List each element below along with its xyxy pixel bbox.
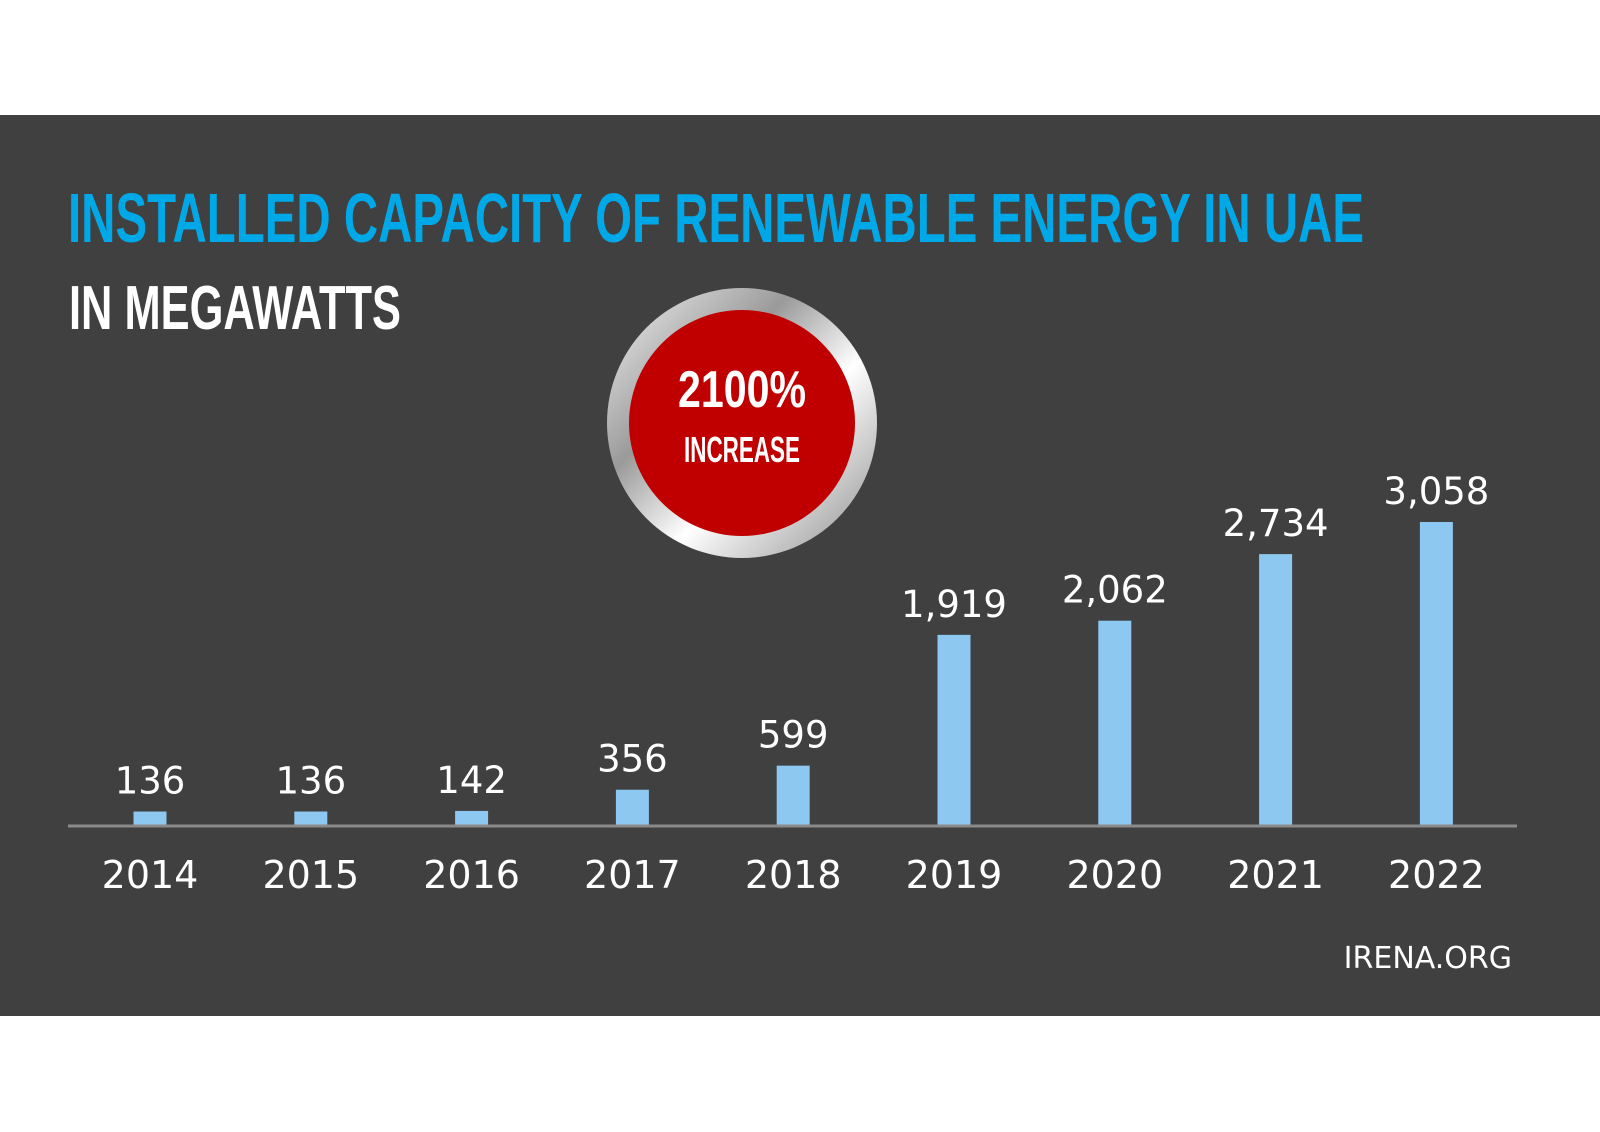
badge-circle: [629, 310, 855, 536]
data-label-2014: 136: [115, 760, 186, 803]
badge-value: 2100%: [678, 361, 806, 419]
x-tick-2020: 2020: [1066, 853, 1163, 897]
data-label-2021: 2,734: [1223, 502, 1329, 545]
bar-2021: [1259, 554, 1293, 825]
data-label-2016: 142: [436, 759, 507, 802]
data-label-2015: 136: [275, 760, 346, 803]
data-label-2019: 1,919: [901, 583, 1007, 626]
x-tick-2015: 2015: [262, 853, 359, 897]
bar-2016: [455, 810, 489, 825]
x-tick-2017: 2017: [584, 853, 681, 897]
x-tick-2021: 2021: [1227, 853, 1324, 897]
bar-2018: [776, 765, 810, 825]
increase-badge: 2100% INCREASE: [607, 288, 877, 558]
x-tick-2019: 2019: [906, 853, 1003, 897]
background-panel: [0, 115, 1600, 1016]
chart-subtitle: IN MEGAWATTS: [69, 274, 401, 343]
data-label-2018: 599: [758, 714, 829, 757]
bar-2014: [133, 811, 167, 825]
badge-label: INCREASE: [684, 429, 800, 470]
bars: [133, 522, 1453, 825]
x-tick-2016: 2016: [423, 853, 520, 897]
bar-2022: [1419, 522, 1453, 825]
data-label-2022: 3,058: [1383, 470, 1489, 513]
data-label-2020: 2,062: [1062, 569, 1168, 612]
x-tick-2014: 2014: [102, 853, 199, 897]
bar-2019: [937, 634, 971, 825]
labels: 136 2014 136 2015 142 2016 356 2017 599 2018 1,919…: [102, 470, 1490, 897]
x-tick-2018: 2018: [745, 853, 842, 897]
chart-title: INSTALLED CAPACITY OF RENEWABLE ENERGY I…: [68, 179, 1364, 257]
bar-2015: [294, 811, 328, 825]
bar-2020: [1098, 620, 1132, 825]
data-label-2017: 356: [597, 738, 668, 781]
x-tick-2022: 2022: [1388, 853, 1485, 897]
source-credit: IRENA.ORG: [1344, 941, 1512, 976]
bar-2017: [615, 789, 649, 825]
